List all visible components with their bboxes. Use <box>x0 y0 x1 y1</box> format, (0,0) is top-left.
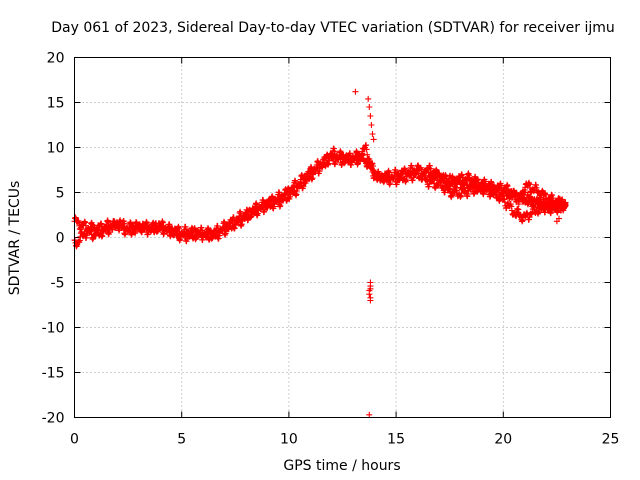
y-tick-label: 15 <box>47 96 65 112</box>
x-tick-label: 5 <box>177 432 186 448</box>
series-trace-D <box>513 179 569 219</box>
y-tick-label: -20 <box>42 411 65 427</box>
y-tick-label: 20 <box>47 51 65 67</box>
chart-title: Day 061 of 2023, Sidereal Day-to-day VTE… <box>51 20 615 36</box>
y-tick-label: -15 <box>42 366 65 382</box>
x-tick-label: 20 <box>494 432 512 448</box>
y-tick-label: 5 <box>56 186 65 202</box>
y-axis-label: SDTVAR / TECUs <box>7 181 23 296</box>
x-tick-label: 0 <box>70 432 79 448</box>
x-tick-label: 10 <box>280 432 298 448</box>
x-tick-label: 25 <box>602 432 620 448</box>
series-trace-B <box>71 150 569 250</box>
series-isolated-points <box>352 88 562 418</box>
plot-frame <box>74 57 611 418</box>
x-tick-label: 15 <box>387 432 405 448</box>
axis-ticks: 0 5 10 15 20 25 -20 -15 -10 -5 0 5 10 15 20 <box>42 51 620 448</box>
data-points <box>71 88 569 418</box>
y-tick-label: 10 <box>47 141 65 157</box>
x-axis-label: GPS time / hours <box>283 458 400 474</box>
y-tick-label: -5 <box>51 276 65 292</box>
grid-lines <box>74 57 611 418</box>
y-tick-label: -10 <box>42 321 65 337</box>
y-tick-label: 0 <box>56 231 65 247</box>
